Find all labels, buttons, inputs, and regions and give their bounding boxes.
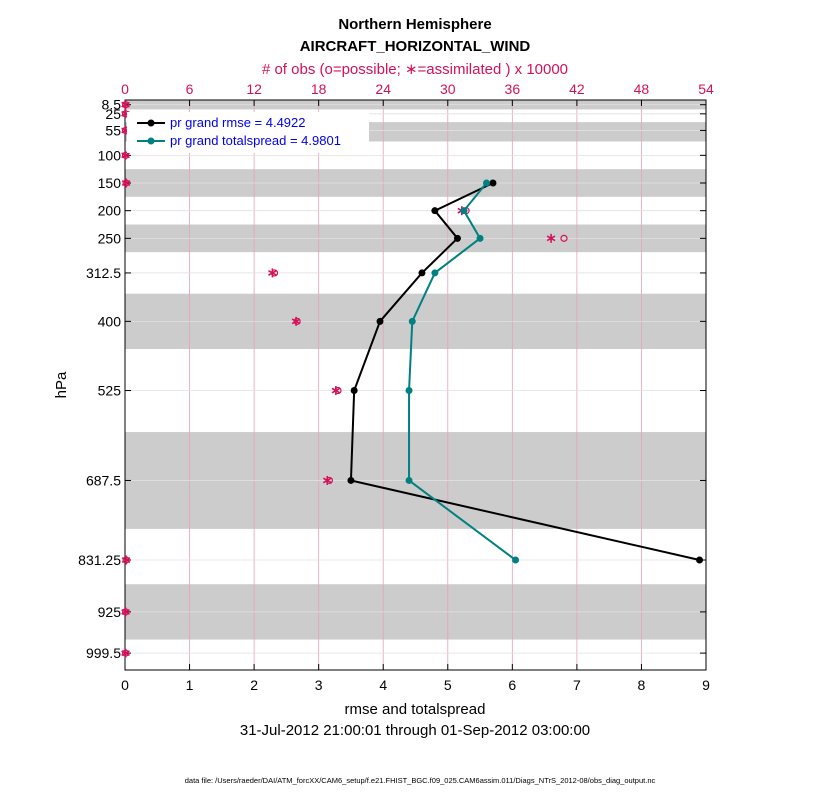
chart-title: Northern Hemisphere bbox=[338, 16, 491, 33]
obs-assimilated-stroke-11-2 bbox=[121, 557, 131, 563]
obs-assimilated-marker-12 bbox=[121, 607, 130, 617]
top-tick-label-0: 0 bbox=[121, 81, 129, 97]
y-tick-label-0: 8.5 bbox=[102, 97, 122, 113]
x-tick-label-5: 5 bbox=[444, 677, 452, 693]
x-tick-label-9: 9 bbox=[702, 677, 710, 693]
top-axis-label: # of obs (o=possible; ∗=assimilated ) x … bbox=[262, 61, 568, 78]
series-0-point-2 bbox=[453, 234, 461, 242]
series-1-point-7 bbox=[512, 556, 520, 564]
obs-assimilated-stroke-9-2 bbox=[331, 387, 341, 394]
series-line-1 bbox=[408, 182, 517, 561]
y-tick-label-2: 55 bbox=[105, 122, 121, 138]
obs-assimilated-marker-10 bbox=[322, 475, 332, 485]
series-0-point-5 bbox=[350, 387, 358, 395]
top-axis: 0 6 12 18 24 30 36 42 48 54 bbox=[121, 81, 714, 106]
bottom-axis: 0 1 2 3 4 5 6 7 8 9 bbox=[121, 664, 710, 693]
legend-box bbox=[127, 112, 369, 153]
legend-marker-totalspread bbox=[147, 137, 155, 145]
y-tick-label-6: 250 bbox=[98, 230, 122, 246]
x-axis-label: rmse and totalspread bbox=[345, 701, 486, 718]
y-tick-label-1: 25 bbox=[105, 106, 121, 122]
shaded-bands bbox=[125, 100, 706, 640]
top-tick-label-4: 24 bbox=[375, 81, 391, 97]
series-line-0 bbox=[349, 182, 700, 561]
x-tick-label-4: 4 bbox=[379, 677, 387, 693]
x-tick-label-2: 2 bbox=[250, 677, 258, 693]
obs-assimilated-stroke-4-2 bbox=[121, 180, 131, 186]
series-1-point-6 bbox=[405, 476, 413, 484]
obs-assimilated-marker-13 bbox=[121, 648, 130, 658]
obs-assimilated-marker-6 bbox=[546, 233, 556, 243]
top-tick-label-8: 48 bbox=[634, 81, 650, 97]
y-tick-label-3: 100 bbox=[98, 147, 122, 163]
top-tick-label-7: 42 bbox=[569, 81, 585, 97]
series-lines bbox=[347, 179, 704, 564]
plot-frame bbox=[124, 99, 707, 671]
y-axis-label: hPa bbox=[53, 371, 70, 398]
top-tick-label-9: 54 bbox=[698, 81, 714, 97]
series-1-point-3 bbox=[431, 269, 439, 277]
top-tick-label-5: 30 bbox=[440, 81, 456, 97]
grid bbox=[125, 100, 706, 670]
series-0-point-0 bbox=[489, 179, 497, 187]
date-range: 31-Jul-2012 21:00:01 through 01-Sep-2012… bbox=[240, 722, 590, 739]
y-tick-label-12: 925 bbox=[98, 604, 122, 620]
y-tick-label-10: 687.5 bbox=[86, 472, 121, 488]
series-1-point-4 bbox=[408, 317, 416, 325]
x-tick-label-6: 6 bbox=[508, 677, 516, 693]
x-tick-label-7: 7 bbox=[573, 677, 581, 693]
x-tick-label-3: 3 bbox=[315, 677, 323, 693]
obs-assimilated-stroke-12-2 bbox=[121, 608, 130, 615]
series-0-point-4 bbox=[376, 317, 384, 325]
series-1-point-2 bbox=[476, 234, 484, 242]
series-1-point-1 bbox=[460, 207, 468, 215]
obs-assimilated-stroke-0-2 bbox=[121, 101, 130, 108]
series-0-point-1 bbox=[431, 207, 439, 215]
series-1-point-5 bbox=[405, 387, 413, 395]
chart-subtitle: AIRCRAFT_HORIZONTAL_WIND bbox=[300, 38, 531, 55]
obs-assimilated-stroke-13-2 bbox=[121, 650, 130, 657]
legend: pr grand rmse = 4.4922 pr grand totalspr… bbox=[127, 112, 369, 153]
obs-assimilated-marker-9 bbox=[331, 386, 341, 396]
y-tick-label-7: 312.5 bbox=[86, 265, 121, 281]
footer-data-file: data file: /Users/raeder/DAI/ATM_forcXX/… bbox=[185, 776, 656, 785]
obs-assimilated-marker-11 bbox=[121, 555, 131, 565]
obs-assimilated-marker-0 bbox=[121, 100, 130, 110]
obs-possible-marker-8 bbox=[293, 317, 301, 325]
series-0-point-6 bbox=[347, 476, 355, 484]
obs-assimilated-marker-7 bbox=[268, 268, 277, 278]
top-tick-label-6: 36 bbox=[505, 81, 521, 97]
obs-assimilated-stroke-10-2 bbox=[322, 477, 332, 484]
obs-assimilated-stroke-6-2 bbox=[546, 235, 556, 242]
series-0-point-7 bbox=[696, 556, 704, 564]
top-tick-label-2: 12 bbox=[246, 81, 262, 97]
x-tick-label-0: 0 bbox=[121, 677, 129, 693]
series-1-point-0 bbox=[483, 179, 491, 187]
top-tick-label-1: 6 bbox=[186, 81, 194, 97]
obs-assimilated-marker-3 bbox=[121, 150, 130, 160]
y-tick-label-9: 525 bbox=[98, 383, 122, 399]
y-tick-label-11: 831.25 bbox=[78, 552, 121, 568]
y-tick-label-5: 200 bbox=[98, 203, 122, 219]
y-tick-label-8: 400 bbox=[98, 313, 122, 329]
obs-assimilated-stroke-8-2 bbox=[291, 318, 301, 325]
obs-assimilated-marker-8 bbox=[291, 316, 301, 326]
y-tick-label-4: 150 bbox=[98, 175, 122, 191]
obs-possible-marker-6 bbox=[560, 234, 568, 242]
legend-label-totalspread: pr grand totalspread = 4.9801 bbox=[170, 133, 341, 148]
y-tick-label-13: 999.5 bbox=[86, 645, 121, 661]
legend-label-rmse: pr grand rmse = 4.4922 bbox=[170, 115, 306, 130]
obs-assimilated-stroke-7-2 bbox=[268, 269, 277, 276]
legend-marker-rmse bbox=[147, 119, 155, 127]
series-0-point-3 bbox=[418, 269, 426, 277]
obs-assimilated-marker-4 bbox=[121, 178, 131, 188]
top-tick-label-3: 18 bbox=[311, 81, 327, 97]
obs-assimilated-stroke-3-2 bbox=[121, 152, 130, 159]
x-tick-label-8: 8 bbox=[638, 677, 646, 693]
x-tick-label-1: 1 bbox=[186, 677, 194, 693]
